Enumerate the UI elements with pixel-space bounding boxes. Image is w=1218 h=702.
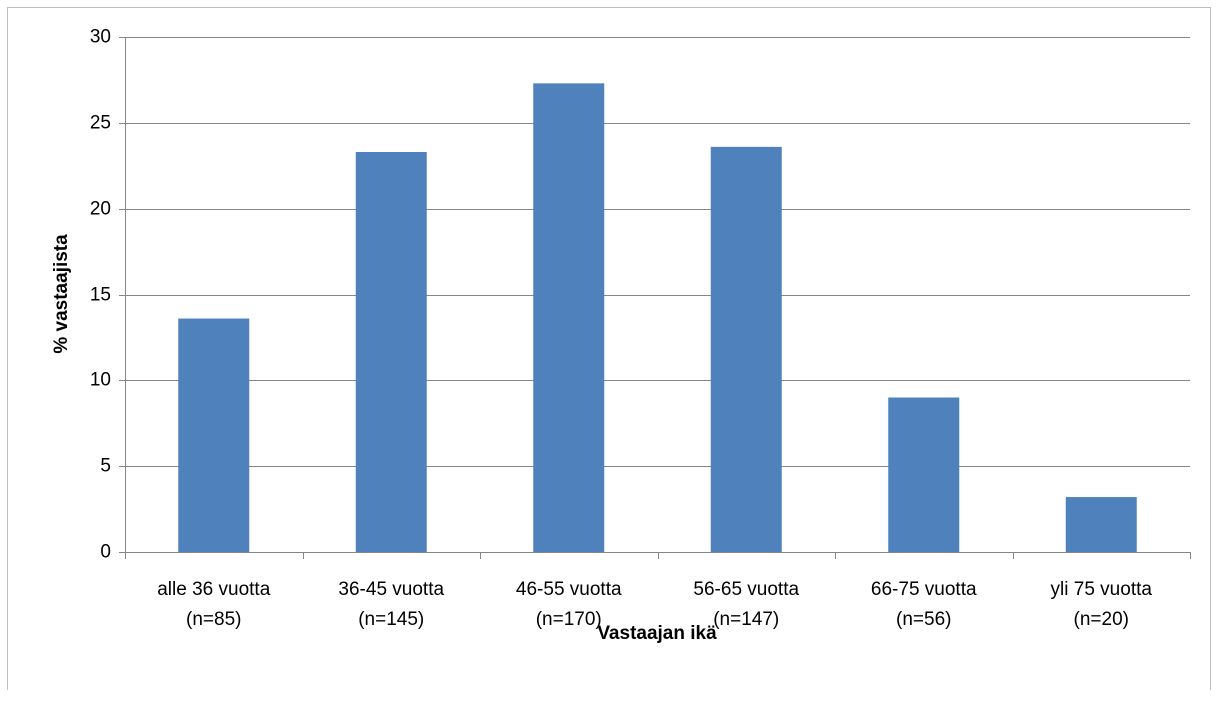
x-tick-label: yli 75 vuotta [1051, 579, 1153, 600]
chart-frame [7, 7, 1211, 690]
y-tick-label: 20 [90, 199, 111, 220]
x-tick-label: 46-55 vuotta [516, 579, 622, 600]
y-tick-label: 5 [100, 456, 111, 477]
x-tick-label: (n=20) [1074, 609, 1129, 630]
bar [1065, 497, 1137, 552]
bar [178, 318, 250, 552]
y-axis-title: % vastaajista [51, 234, 72, 354]
x-tick-label: 56-65 vuotta [693, 579, 799, 600]
y-tick-label: 25 [90, 113, 111, 134]
bar [710, 146, 782, 552]
x-tick-label: (n=147) [713, 609, 779, 630]
x-tick-label: 66-75 vuotta [871, 579, 977, 600]
y-tick-label: 0 [100, 542, 111, 563]
x-tick-label: 36-45 vuotta [338, 579, 444, 600]
bar [888, 397, 960, 552]
x-tick-label: alle 36 vuotta [157, 579, 270, 600]
bar [355, 152, 427, 552]
x-tick-label: (n=170) [536, 609, 602, 630]
y-tick-label: 15 [90, 285, 111, 306]
x-tick-label: (n=56) [896, 609, 951, 630]
y-tick-label: 30 [90, 27, 111, 48]
bar [533, 83, 605, 552]
x-tick-label: (n=85) [186, 609, 241, 630]
y-tick-label: 10 [90, 370, 111, 391]
x-tick-label: (n=145) [358, 609, 424, 630]
x-axis-title: Vastaajan ikä [597, 623, 717, 644]
